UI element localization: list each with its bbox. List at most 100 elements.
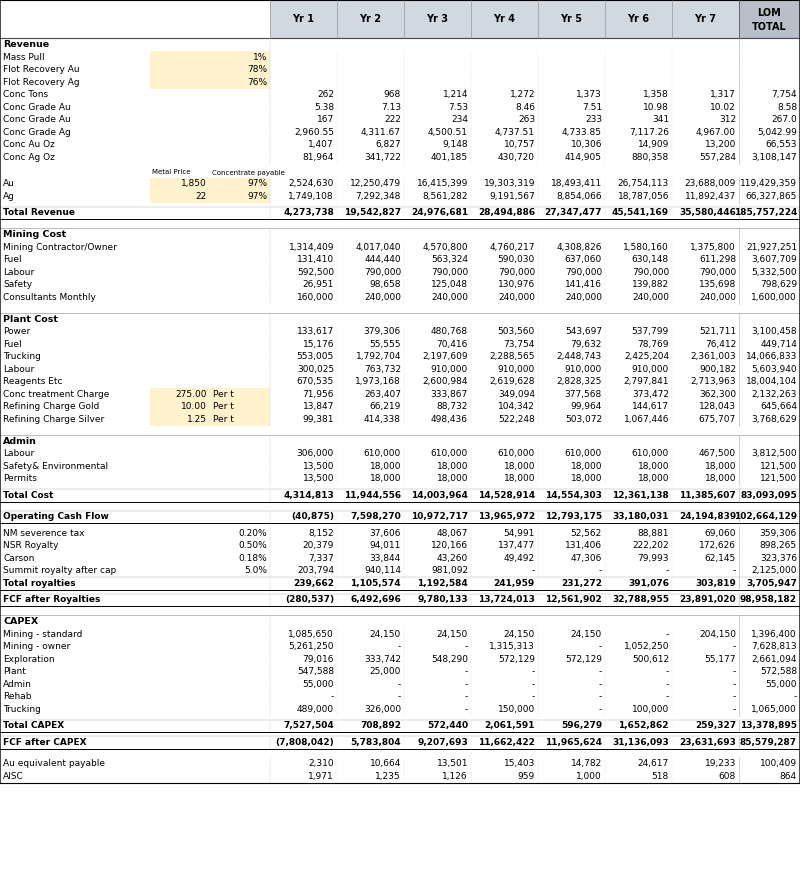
Text: 300,025: 300,025 bbox=[297, 365, 334, 374]
Text: 24,976,681: 24,976,681 bbox=[411, 208, 468, 218]
Text: 27,347,477: 27,347,477 bbox=[545, 208, 602, 218]
Text: Plant Cost: Plant Cost bbox=[3, 315, 58, 323]
Text: Conc Au Oz: Conc Au Oz bbox=[3, 140, 55, 149]
Text: 13,378,895: 13,378,895 bbox=[740, 722, 797, 730]
Bar bbox=[210, 401, 270, 413]
Text: 306,000: 306,000 bbox=[297, 449, 334, 458]
Text: 28,494,886: 28,494,886 bbox=[478, 208, 535, 218]
Text: -: - bbox=[666, 680, 669, 689]
Text: 630,148: 630,148 bbox=[632, 255, 669, 264]
Text: 66,553: 66,553 bbox=[766, 140, 797, 149]
Text: 19,233: 19,233 bbox=[705, 759, 736, 768]
Text: 5,042.99: 5,042.99 bbox=[757, 128, 797, 137]
Bar bbox=[210, 177, 270, 190]
Text: -: - bbox=[666, 566, 669, 575]
Text: 19,303,319: 19,303,319 bbox=[483, 179, 535, 189]
Text: 910,000: 910,000 bbox=[498, 365, 535, 374]
Text: 15,176: 15,176 bbox=[302, 340, 334, 349]
Text: 10.00: 10.00 bbox=[181, 403, 207, 411]
Text: 900,182: 900,182 bbox=[699, 365, 736, 374]
Text: 521,711: 521,711 bbox=[699, 327, 736, 337]
Text: 1,052,250: 1,052,250 bbox=[623, 642, 669, 651]
Text: 537,799: 537,799 bbox=[632, 327, 669, 337]
Text: 49,492: 49,492 bbox=[504, 554, 535, 563]
Text: -: - bbox=[666, 630, 669, 639]
Text: Trucking: Trucking bbox=[3, 705, 41, 714]
Text: 121,500: 121,500 bbox=[760, 462, 797, 470]
Text: 9,148: 9,148 bbox=[442, 140, 468, 149]
Text: 239,662: 239,662 bbox=[293, 579, 334, 588]
Text: 790,000: 790,000 bbox=[698, 268, 736, 277]
Text: 790,000: 790,000 bbox=[565, 268, 602, 277]
Text: 670,535: 670,535 bbox=[297, 377, 334, 386]
Text: 98,658: 98,658 bbox=[370, 280, 401, 289]
Text: 19,542,827: 19,542,827 bbox=[344, 208, 401, 218]
Text: 85,579,287: 85,579,287 bbox=[740, 737, 797, 747]
Text: -: - bbox=[598, 692, 602, 701]
Text: 503,072: 503,072 bbox=[565, 415, 602, 424]
Text: 139,882: 139,882 bbox=[632, 280, 669, 289]
Text: 33,844: 33,844 bbox=[370, 554, 401, 563]
Text: 610,000: 610,000 bbox=[430, 449, 468, 458]
Text: Safety& Environmental: Safety& Environmental bbox=[3, 462, 108, 470]
Text: 572,588: 572,588 bbox=[760, 667, 797, 677]
Text: Total CAPEX: Total CAPEX bbox=[3, 722, 64, 730]
Text: Yr 2: Yr 2 bbox=[359, 14, 382, 24]
Text: 1,375,800: 1,375,800 bbox=[690, 243, 736, 252]
Text: 341,722: 341,722 bbox=[364, 152, 401, 162]
Text: 172,626: 172,626 bbox=[699, 541, 736, 551]
Text: 32,788,955: 32,788,955 bbox=[612, 596, 669, 604]
Text: 5,603,940: 5,603,940 bbox=[751, 365, 797, 374]
Text: 55,000: 55,000 bbox=[766, 680, 797, 689]
Text: 596,279: 596,279 bbox=[561, 722, 602, 730]
Text: 518: 518 bbox=[652, 772, 669, 781]
Text: 333,867: 333,867 bbox=[430, 389, 468, 399]
Text: Metal Price: Metal Price bbox=[152, 169, 190, 175]
Text: 8,561,282: 8,561,282 bbox=[422, 192, 468, 201]
Text: 18,000: 18,000 bbox=[503, 474, 535, 484]
Text: 10,306: 10,306 bbox=[570, 140, 602, 149]
Text: 14,782: 14,782 bbox=[570, 759, 602, 768]
Text: Carson: Carson bbox=[3, 554, 34, 563]
Text: 99,964: 99,964 bbox=[570, 403, 602, 411]
Text: 99,381: 99,381 bbox=[302, 415, 334, 424]
Text: 259,327: 259,327 bbox=[695, 722, 736, 730]
Text: 2,797,841: 2,797,841 bbox=[623, 377, 669, 386]
Bar bbox=[270, 0, 800, 38]
Text: 2,661,094: 2,661,094 bbox=[751, 655, 797, 663]
Text: 18,000: 18,000 bbox=[503, 462, 535, 470]
Text: Mass Pull: Mass Pull bbox=[3, 53, 45, 62]
Text: 125,048: 125,048 bbox=[431, 280, 468, 289]
Text: 790,000: 790,000 bbox=[364, 268, 401, 277]
Text: 21,927,251: 21,927,251 bbox=[746, 243, 797, 252]
Text: 203,794: 203,794 bbox=[297, 566, 334, 575]
Text: 4,314,813: 4,314,813 bbox=[283, 491, 334, 500]
Text: 102,664,129: 102,664,129 bbox=[734, 512, 797, 522]
Text: 4,273,738: 4,273,738 bbox=[283, 208, 334, 218]
Text: 880,358: 880,358 bbox=[632, 152, 669, 162]
Text: 1,792,704: 1,792,704 bbox=[355, 352, 401, 361]
Text: 480,768: 480,768 bbox=[431, 327, 468, 337]
Text: 7.51: 7.51 bbox=[582, 103, 602, 112]
Text: 4,570,800: 4,570,800 bbox=[422, 243, 468, 252]
Text: 12,361,138: 12,361,138 bbox=[612, 491, 669, 500]
Text: 23,688,009: 23,688,009 bbox=[685, 179, 736, 189]
Text: 11,892,437: 11,892,437 bbox=[685, 192, 736, 201]
Text: Refining Charge Gold: Refining Charge Gold bbox=[3, 403, 99, 411]
Text: 572,129: 572,129 bbox=[565, 655, 602, 663]
Text: 326,000: 326,000 bbox=[364, 705, 401, 714]
Text: 88,881: 88,881 bbox=[638, 529, 669, 537]
Text: 4,760,217: 4,760,217 bbox=[490, 243, 535, 252]
Text: 7,337: 7,337 bbox=[308, 554, 334, 563]
Text: 522,248: 522,248 bbox=[498, 415, 535, 424]
Text: Conc Grade Au: Conc Grade Au bbox=[3, 115, 70, 124]
Text: -: - bbox=[330, 692, 334, 701]
Text: 303,819: 303,819 bbox=[695, 579, 736, 588]
Text: 24,150: 24,150 bbox=[437, 630, 468, 639]
Text: Total Revenue: Total Revenue bbox=[3, 208, 75, 218]
Text: 14,909: 14,909 bbox=[638, 140, 669, 149]
Text: 1,085,650: 1,085,650 bbox=[288, 630, 334, 639]
Text: -: - bbox=[465, 692, 468, 701]
Text: 135,698: 135,698 bbox=[698, 280, 736, 289]
Text: Conc Grade Au: Conc Grade Au bbox=[3, 103, 70, 112]
